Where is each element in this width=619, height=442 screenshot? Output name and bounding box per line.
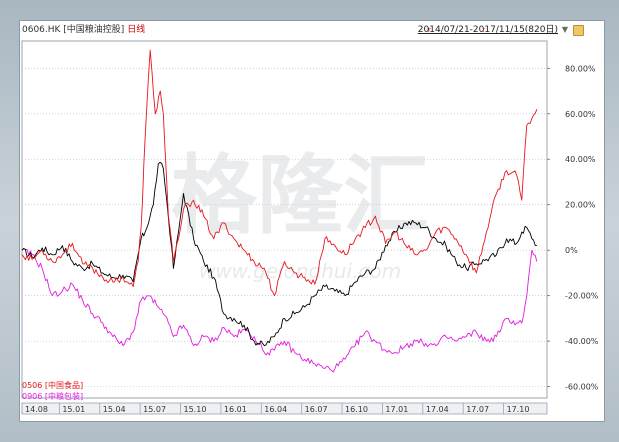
x-tick-label: 15.01 xyxy=(62,405,85,414)
x-tick-label: 17.01 xyxy=(385,405,408,414)
x-tick-label: 15.10 xyxy=(184,405,207,414)
x-tick-label: 16.07 xyxy=(305,405,328,414)
x-tick-label: 16.10 xyxy=(345,405,368,414)
date-range[interactable]: 2014/07/21-2017/11/15(820日) xyxy=(417,25,558,35)
watermark-url: www.gelonghui.com xyxy=(199,259,401,283)
series-line-0606 xyxy=(21,161,537,347)
series-line-0906 xyxy=(21,248,538,373)
y-tick-label: -40.00% xyxy=(565,337,599,346)
x-tick-label: 17.04 xyxy=(426,405,449,414)
y-tick-label: 40.00% xyxy=(565,155,596,164)
stock-code: 0606.HK [中国粮油控股] xyxy=(22,25,125,35)
chart-panel xyxy=(19,20,605,422)
x-tick-label: 14.08 xyxy=(25,405,48,414)
legend-item-0906: 0906 [中粮包装] xyxy=(22,392,84,401)
x-tick-label: 17.10 xyxy=(507,405,530,414)
lock-icon[interactable] xyxy=(573,25,584,36)
x-tick-label: 16.01 xyxy=(224,405,247,414)
y-tick-label: 80.00% xyxy=(565,64,596,73)
y-tick-label: -60.00% xyxy=(565,383,599,392)
chevron-down-icon[interactable]: ▼ xyxy=(561,25,568,34)
plot-border xyxy=(21,40,548,399)
event-marker: r xyxy=(482,26,485,34)
y-tick-label: 60.00% xyxy=(565,110,596,119)
x-tick-label: 17.07 xyxy=(466,405,489,414)
legend: 0506 [中国食品] 0906 [中粮包装] xyxy=(22,380,83,402)
period-label: 日线 xyxy=(127,25,146,35)
chart-title: 0606.HK [中国粮油控股] 日线 xyxy=(22,21,145,39)
y-tick-label: 0% xyxy=(565,246,578,255)
event-marker: r xyxy=(428,26,431,34)
chart-header: 0606.HK [中国粮油控股] 日线 2014/07/21-2017/11/1… xyxy=(20,21,602,39)
x-tick-label: 15.04 xyxy=(103,405,126,414)
watermark-text: 格隆汇 xyxy=(171,146,429,246)
x-tick-label: 16.04 xyxy=(264,405,287,414)
series-line-0506 xyxy=(21,49,538,297)
legend-item-0506: 0506 [中国食品] xyxy=(22,381,84,390)
x-tick-label: 15.07 xyxy=(143,405,166,414)
y-tick-label: -20.00% xyxy=(565,292,599,301)
y-tick-label: 20.00% xyxy=(565,201,596,210)
